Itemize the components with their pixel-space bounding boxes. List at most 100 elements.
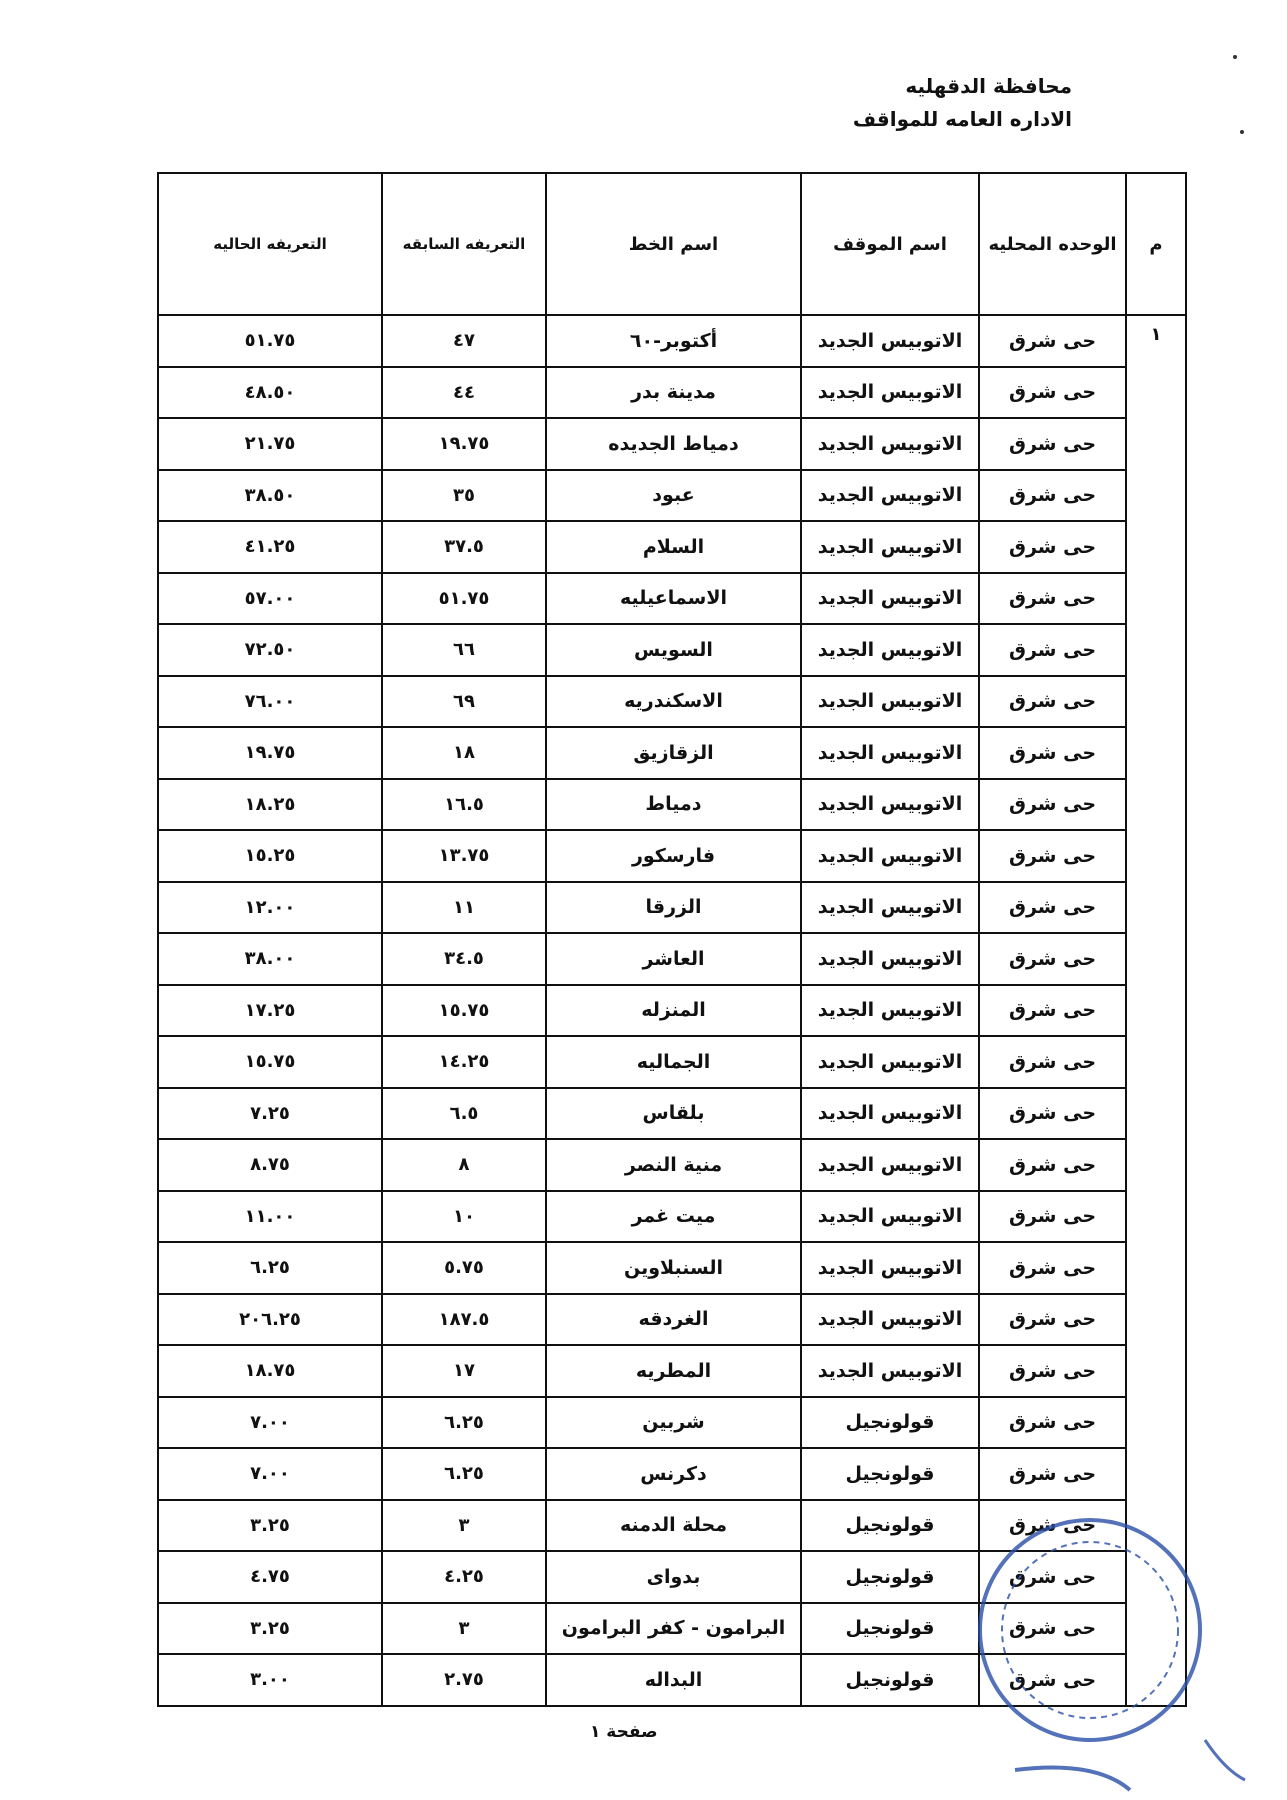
- cell-prev-fare: ٣٧.٥: [381, 520, 547, 574]
- cell-station: الاتوبيس الجديد: [800, 1035, 980, 1089]
- table-row: حى شرق قولونجيل بدواى ٤.٢٥ ٤.٧٥: [157, 1550, 1186, 1604]
- cell-prev-fare: ٦٦: [381, 623, 547, 677]
- cell-line: ميت غمر: [545, 1189, 802, 1243]
- cell-unit: حى شرق: [978, 1292, 1127, 1346]
- cell-curr-fare: ٧٢.٥٠: [157, 623, 383, 677]
- cell-prev-fare: ٦٩: [381, 674, 547, 728]
- cell-curr-fare: ١٨.٧٥: [157, 1344, 383, 1398]
- cell-station: الاتوبيس الجديد: [800, 726, 980, 780]
- cell-station: الاتوبيس الجديد: [800, 1292, 980, 1346]
- table-row: حى شرق الاتوبيس الجديد مدينة بدر ٤٤ ٤٨.٥٠: [157, 365, 1186, 419]
- cell-station: قولونجيل: [800, 1653, 980, 1707]
- cell-unit: حى شرق: [978, 1035, 1127, 1089]
- cell-line: العاشر: [545, 932, 802, 986]
- table-row: حى شرق الاتوبيس الجديد الغردقه ١٨٧.٥ ٢٠٦.٢٥: [157, 1292, 1186, 1346]
- cell-prev-fare: ١٥.٧٥: [381, 983, 547, 1037]
- cell-curr-fare: ١٧.٢٥: [157, 983, 383, 1037]
- cell-unit: حى شرق: [978, 571, 1127, 625]
- cell-unit: حى شرق: [978, 1344, 1127, 1398]
- cell-prev-fare: ١٧: [381, 1344, 547, 1398]
- cell-station: الاتوبيس الجديد: [800, 1344, 980, 1398]
- cell-station: الاتوبيس الجديد: [800, 983, 980, 1037]
- cell-line: الزرقا: [545, 880, 802, 934]
- cell-curr-fare: ٧٦.٠٠: [157, 674, 383, 728]
- table-row: حى شرق الاتوبيس الجديد عبود ٣٥ ٣٨.٥٠: [157, 468, 1186, 522]
- cell-station: قولونجيل: [800, 1395, 980, 1449]
- cell-unit: حى شرق: [978, 1189, 1127, 1243]
- signature-stroke: [1014, 1765, 1132, 1792]
- table-row: حى شرق الاتوبيس الجديد منية النصر ٨ ٨.٧٥: [157, 1138, 1186, 1192]
- table-row: حى شرق الاتوبيس الجديد بلقاس ٦.٥ ٧.٢٥: [157, 1086, 1186, 1140]
- col-header-unit: الوحده المحليه: [978, 172, 1127, 316]
- cell-line: دمياط الجديده: [545, 417, 802, 471]
- cell-prev-fare: ١٨٧.٥: [381, 1292, 547, 1346]
- cell-station: الاتوبيس الجديد: [800, 1241, 980, 1295]
- official-stamp: [978, 1518, 1246, 1792]
- cell-unit: حى شرق: [978, 1653, 1127, 1707]
- table-row: حى شرق الاتوبيس الجديد المطريه ١٧ ١٨.٧٥: [157, 1344, 1186, 1398]
- cell-curr-fare: ١٥.٢٥: [157, 829, 383, 883]
- cell-unit: حى شرق: [978, 1086, 1127, 1140]
- cell-prev-fare: ١٤.٢٥: [381, 1035, 547, 1089]
- col-header-curr-fare: التعريفه الحاليه: [157, 172, 383, 316]
- cell-station: قولونجيل: [800, 1447, 980, 1501]
- cell-line: المنزله: [545, 983, 802, 1037]
- cell-line: بلقاس: [545, 1086, 802, 1140]
- cell-curr-fare: ٨.٧٥: [157, 1138, 383, 1192]
- scan-speck: [1233, 55, 1237, 59]
- cell-curr-fare: ٣.٢٥: [157, 1601, 383, 1655]
- cell-station: الاتوبيس الجديد: [800, 571, 980, 625]
- cell-line: السلام: [545, 520, 802, 574]
- cell-prev-fare: ٢.٧٥: [381, 1653, 547, 1707]
- cell-station: الاتوبيس الجديد: [800, 932, 980, 986]
- cell-unit: حى شرق: [978, 777, 1127, 831]
- cell-prev-fare: ٣٤.٥: [381, 932, 547, 986]
- cell-unit: حى شرق: [978, 829, 1127, 883]
- cell-line: دكرنس: [545, 1447, 802, 1501]
- cell-prev-fare: ٦.٢٥: [381, 1447, 547, 1501]
- cell-prev-fare: ١٠: [381, 1189, 547, 1243]
- table-row: حى شرق قولونجيل البداله ٢.٧٥ ٣.٠٠: [157, 1653, 1186, 1707]
- stamp-inner-ring: [1001, 1541, 1179, 1719]
- cell-prev-fare: ٥.٧٥: [381, 1241, 547, 1295]
- cell-curr-fare: ٧.٠٠: [157, 1447, 383, 1501]
- col-header-line: اسم الخط: [545, 172, 802, 316]
- cell-prev-fare: ١٨: [381, 726, 547, 780]
- cell-line: البرامون - كفر البرامون: [545, 1601, 802, 1655]
- table-row: حى شرق قولونجيل شربين ٦.٢٥ ٧.٠٠: [157, 1395, 1186, 1449]
- cell-curr-fare: ١٥.٧٥: [157, 1035, 383, 1089]
- table-row: حى شرق الاتوبيس الجديد الزرقا ١١ ١٢.٠٠: [157, 880, 1186, 934]
- cell-line: الجماليه: [545, 1035, 802, 1089]
- cell-station: الاتوبيس الجديد: [800, 314, 980, 368]
- cell-prev-fare: ١٩.٧٥: [381, 417, 547, 471]
- department-title: الاداره العامه للمواقف: [852, 107, 1072, 131]
- cell-unit: حى شرق: [978, 417, 1127, 471]
- table-row: حى شرق الاتوبيس الجديد السويس ٦٦ ٧٢.٥٠: [157, 623, 1186, 677]
- cell-prev-fare: ٣٥: [381, 468, 547, 522]
- cell-prev-fare: ٦.٢٥: [381, 1395, 547, 1449]
- cell-line: بدواى: [545, 1550, 802, 1604]
- cell-station: قولونجيل: [800, 1498, 980, 1552]
- cell-prev-fare: ٦.٥: [381, 1086, 547, 1140]
- cell-line: مدينة بدر: [545, 365, 802, 419]
- cell-curr-fare: ١٢.٠٠: [157, 880, 383, 934]
- cell-unit: حى شرق: [978, 1241, 1127, 1295]
- cell-curr-fare: ٣٨.٠٠: [157, 932, 383, 986]
- col-header-index: م: [1125, 172, 1187, 316]
- table-row: حى شرق الاتوبيس الجديد دمياط ١٦.٥ ١٨.٢٥: [157, 777, 1186, 831]
- cell-line: منية النصر: [545, 1138, 802, 1192]
- cell-unit: حى شرق: [978, 365, 1127, 419]
- cell-curr-fare: ٢١.٧٥: [157, 417, 383, 471]
- col-header-station: اسم الموقف: [800, 172, 980, 316]
- table-row: حى شرق الاتوبيس الجديد السلام ٣٧.٥ ٤١.٢٥: [157, 520, 1186, 574]
- table-row: حى شرق الاتوبيس الجديد السنبلاوين ٥.٧٥ ٦.٢٥: [157, 1241, 1186, 1295]
- cell-line: دمياط: [545, 777, 802, 831]
- table-row: حى شرق الاتوبيس الجديد الجماليه ١٤.٢٥ ١٥.٧٥: [157, 1035, 1186, 1089]
- cell-line: البداله: [545, 1653, 802, 1707]
- cell-station: الاتوبيس الجديد: [800, 365, 980, 419]
- cell-line: الاسماعيليه: [545, 571, 802, 625]
- signature-stroke: [1203, 1739, 1246, 1782]
- cell-unit: حى شرق: [978, 468, 1127, 522]
- cell-unit: حى شرق: [978, 623, 1127, 677]
- cell-line: السويس: [545, 623, 802, 677]
